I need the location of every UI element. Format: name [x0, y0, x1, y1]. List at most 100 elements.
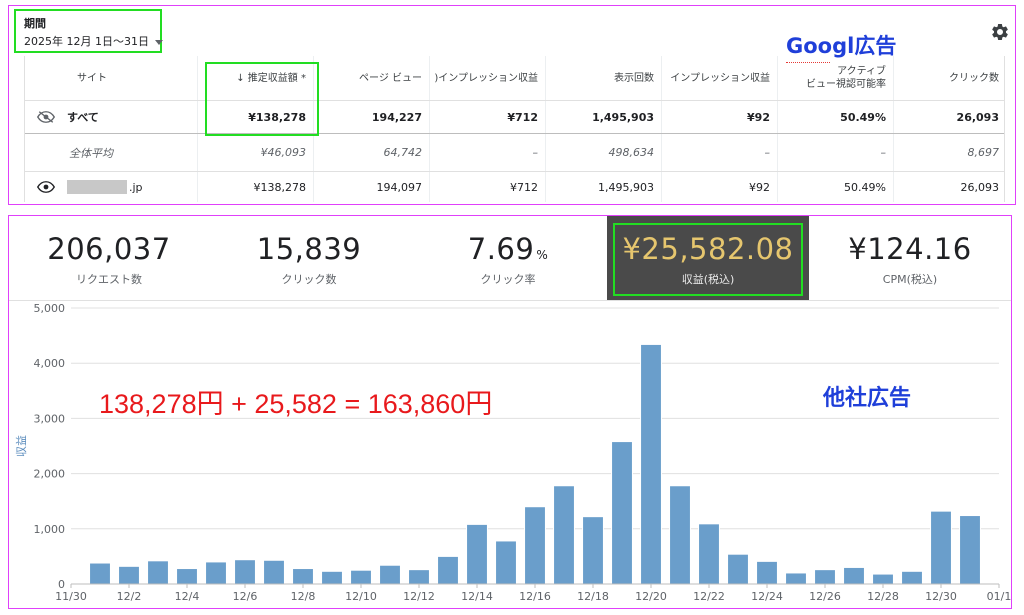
site-name: すべて	[67, 111, 99, 124]
x-tick-label: 12/26	[809, 590, 841, 603]
metric-number: ¥25,582.08	[622, 232, 794, 266]
chart-bar	[379, 564, 401, 585]
x-tick-label: 01/1	[987, 590, 1011, 603]
y-tick-label: 3,000	[34, 412, 66, 425]
x-tick-label: 12/14	[461, 590, 493, 603]
highlight-revenue-metric-box	[613, 223, 803, 296]
page-rpm-value: ¥712	[429, 172, 545, 202]
chart-bar	[669, 485, 691, 585]
col-header-impression-rpm[interactable]: インプレッション収益	[661, 56, 777, 100]
col-header-clicks[interactable]: クリック数	[893, 56, 1006, 100]
active-view-value: –	[777, 134, 893, 171]
impression-rpm-value: ¥92	[661, 172, 777, 202]
x-tick-label: 12/8	[291, 590, 316, 603]
period-selector[interactable]: 期間 2025年 12月 1日〜31日	[14, 9, 163, 53]
chart-bar	[321, 570, 343, 585]
metric-value: 206,037	[9, 232, 209, 266]
table-row-site[interactable]: .jp ¥138,278 194,097 ¥712 1,495,903 ¥92 …	[25, 172, 1004, 202]
chart-bar	[785, 572, 807, 585]
other-ads-panel: 206,037 リクエスト数 15,839 クリック数 7.69% クリック率 …	[8, 215, 1012, 609]
eye-off-icon[interactable]	[37, 111, 55, 123]
metric-value: ¥124.16	[809, 232, 1011, 266]
chart-bar	[292, 568, 314, 585]
metric-unit: %	[536, 248, 549, 262]
metric-label: 収益(税込)	[681, 273, 735, 286]
redacted-domain	[67, 180, 127, 194]
col-header-site[interactable]: サイト	[77, 72, 107, 84]
pageviews-value: 194,227	[313, 101, 429, 133]
x-tick-label: 12/24	[751, 590, 783, 603]
chart-bar	[611, 441, 633, 585]
pageviews-value: 64,742	[313, 134, 429, 171]
table-header-row: サイト ↓ 推定収益額 * ページ ビュー )インプレッション収益 表示回数 イ…	[25, 56, 1004, 101]
metric-ctr[interactable]: 7.69% クリック率	[409, 216, 607, 300]
col-header-revenue[interactable]: ↓ 推定収益額 *	[197, 56, 313, 100]
y-tick-label: 4,000	[34, 357, 66, 370]
chart-bar	[89, 562, 111, 585]
metric-number: ¥124.16	[848, 232, 972, 266]
chart-bar	[930, 510, 952, 585]
google-section-title: Googl広告	[786, 34, 897, 58]
chart-bar	[872, 573, 894, 585]
col-header-page-rpm[interactable]: )インプレッション収益	[429, 56, 545, 100]
chart-bar	[147, 560, 169, 585]
sum-annotation: 138,278円 + 25,582 = 163,860円	[99, 389, 493, 419]
chart-bar	[640, 343, 662, 585]
period-value-text: 2025年 12月 1日〜31日	[24, 35, 149, 48]
site-name: .jp	[129, 180, 143, 194]
metric-clicks[interactable]: 15,839 クリック数	[209, 216, 409, 300]
x-tick-label: 12/2	[117, 590, 142, 603]
x-tick-label: 12/4	[175, 590, 200, 603]
impressions-value: 1,495,903	[545, 172, 661, 202]
metric-number: 7.69	[467, 232, 535, 266]
revenue-value: ¥46,093	[197, 134, 313, 171]
y-tick-label: 5,000	[34, 302, 66, 315]
period-value[interactable]: 2025年 12月 1日〜31日	[24, 33, 163, 49]
impression-rpm-value: ¥92	[661, 101, 777, 133]
col-header-pageviews[interactable]: ページ ビュー	[313, 56, 429, 100]
pageviews-value: 194,097	[313, 172, 429, 202]
chart-bar	[118, 565, 140, 585]
chart-bar	[234, 559, 256, 585]
x-tick-label: 12/10	[345, 590, 377, 603]
metric-value: ¥25,582.08	[607, 232, 809, 266]
metric-requests[interactable]: 206,037 リクエスト数	[9, 216, 209, 300]
impressions-value: 1,495,903	[545, 101, 661, 133]
clicks-value: 8,697	[893, 134, 1006, 171]
eye-icon[interactable]	[37, 181, 55, 193]
chart-bar	[959, 515, 981, 585]
active-view-value: 50.49%	[777, 101, 893, 133]
chart-bar	[901, 570, 923, 585]
gear-icon[interactable]	[990, 22, 1010, 42]
metric-revenue[interactable]: ¥25,582.08 収益(税込)	[607, 216, 809, 300]
col-header-impressions[interactable]: 表示回数	[545, 56, 661, 100]
y-axis-label: 収益	[14, 435, 28, 457]
x-tick-label: 12/6	[233, 590, 258, 603]
x-tick-label: 12/22	[693, 590, 725, 603]
y-tick-label: 2,000	[34, 468, 66, 481]
x-tick-label: 11/30	[55, 590, 87, 603]
site-cell: すべて	[25, 101, 197, 133]
page-rpm-value: ¥712	[429, 101, 545, 133]
metric-label: クリック数	[281, 273, 337, 286]
site-name: 全体平均	[69, 146, 113, 160]
chart-bar	[437, 555, 459, 585]
page-rpm-value: –	[429, 134, 545, 171]
col-header-active-view-line2: ビュー視認可能率	[806, 79, 886, 90]
revenue-value: ¥138,278	[197, 101, 313, 133]
x-tick-label: 12/30	[925, 590, 957, 603]
metric-cpm[interactable]: ¥124.16 CPM(税込)	[809, 216, 1011, 300]
col-header-active-view[interactable]: アクティブ ビュー視認可能率	[777, 56, 893, 100]
y-tick-label: 1,000	[34, 523, 66, 536]
clicks-value: 26,093	[893, 101, 1006, 133]
table-row-total: すべて ¥138,278 194,227 ¥712 1,495,903 ¥92 …	[25, 101, 1004, 134]
chart-bar	[205, 561, 227, 585]
divider	[9, 300, 1011, 301]
highlight-revenue-box	[205, 62, 319, 136]
x-tick-label: 12/20	[635, 590, 667, 603]
chart-bar	[843, 566, 865, 585]
y-tick-label: 0	[58, 578, 65, 591]
col-header-active-view-line1: アクティブ	[837, 66, 886, 77]
chart-bar	[495, 540, 517, 585]
chart-bar	[466, 523, 488, 585]
